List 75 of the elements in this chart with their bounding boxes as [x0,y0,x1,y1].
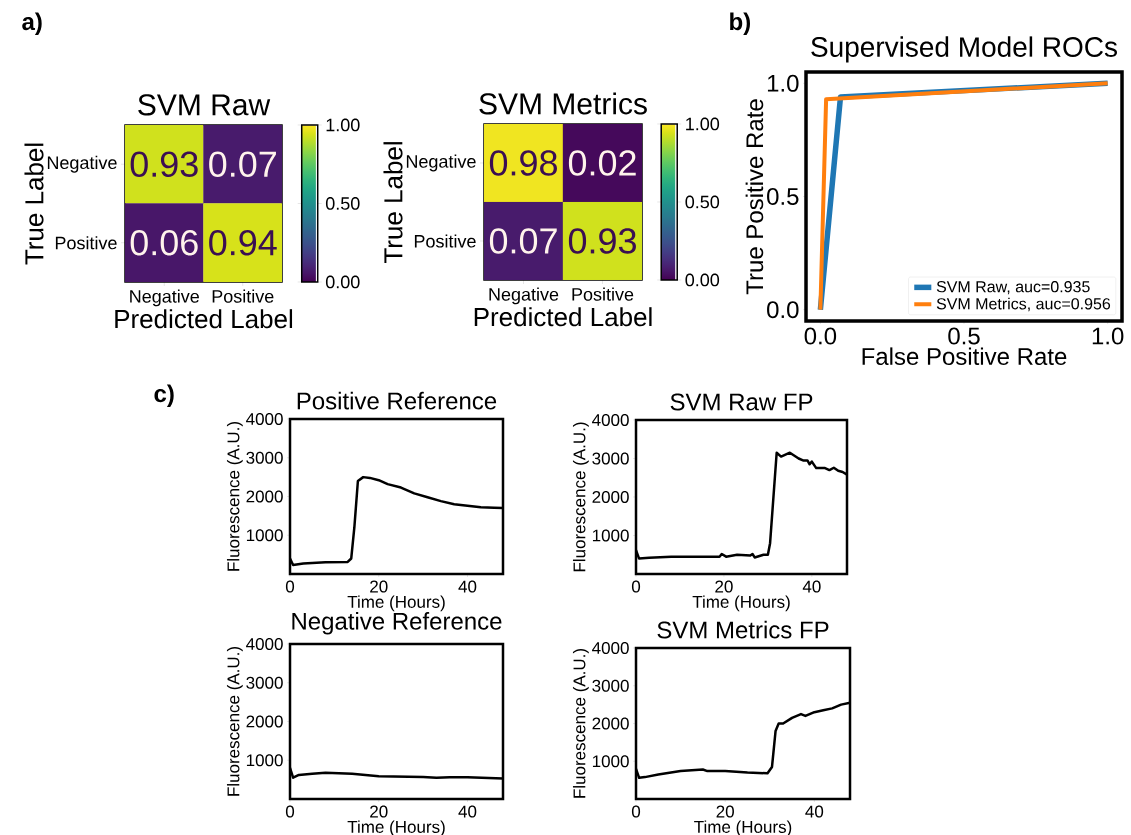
x-tick-label: 20 [715,580,733,593]
y-axis-title: True Label [383,142,403,264]
x-tick-label: Negative [130,289,199,307]
y-tick-label: 1000 [246,529,283,542]
y-tick-label: 1000 [592,529,629,542]
data-label: 0.07 [209,151,276,177]
x-tick-label: Negative [489,287,559,305]
data-label: 0.93 [130,151,198,177]
y-axis-title: Fluorescence (A.U.) [572,422,589,572]
color-bar-label: 1.00 [686,117,720,131]
chart-title: Supervised Model ROCs [811,36,1117,63]
y-tick-label: 3000 [592,452,629,465]
x-tick-label: 0 [285,805,295,818]
y-axis-title: Fluorescence (A.U.) [226,647,243,796]
y-tick-label: 3000 [246,676,283,689]
y-tick-label: 0.5 [767,188,799,205]
chart-title: Positive Reference [297,391,497,410]
chart-title: SVM Raw [138,94,271,116]
x-axis-title: Time (Hours) [347,595,445,612]
chart-title: SVM Metrics [479,92,647,115]
x-tick-label: 0.0 [804,327,837,345]
y-tick-label: 4000 [246,412,283,426]
color-bar-label: 1.00 [326,118,360,132]
y-tick-label: 4000 [246,637,283,651]
y-tick-label: 3000 [246,451,283,464]
data-label: 0.94 [209,230,277,256]
chart-title: SVM Metrics FP [657,620,829,639]
y-tick-label: 4000 [592,641,629,655]
color-bar-label: 0.50 [685,195,720,209]
x-tick-label: 20 [370,580,388,593]
y-tick-label: 2000 [592,717,629,730]
chart-title: SVM Raw FP [670,393,813,411]
text: a) [22,12,42,35]
text: c) [154,384,174,407]
data-label: 0.98 [489,150,557,176]
y-tick-label: 3000 [592,679,629,692]
y-tick-label: 1000 [246,754,283,767]
x-tick-label: 1.0 [1092,327,1124,345]
color-bar-label: 0.50 [325,197,360,210]
x-tick-label: 20 [716,805,734,818]
legend-label: SVM Raw, auc=0.935 [936,281,1090,295]
y-tick-label: 2000 [592,490,629,504]
y-tick-label: 2000 [246,490,283,503]
x-tick-label: Positive [212,289,274,303]
data-label: 0.07 [489,228,557,254]
x-axis-title: Predicted Label [474,307,652,327]
y-tick-label: 1.0 [767,74,799,92]
x-tick-label: 40 [458,580,477,593]
x-tick-label: 0 [631,580,641,593]
data-label: 0.06 [130,230,198,256]
y-axis-title: True Positive Rate [745,99,764,295]
x-tick-label: 40 [458,805,477,818]
y-tick-label: 2000 [246,715,283,728]
y-tick-label: 4000 [592,413,629,427]
y-axis-title: Fluorescence (A.U.) [226,422,243,571]
x-axis-title: Predicted Label [115,309,293,329]
y-axis-title: True Label [24,143,44,265]
x-tick-label: 0.5 [948,327,980,345]
color-bar-label: 0.00 [325,275,360,289]
x-axis-title: Time (Hours) [692,595,790,612]
y-tick-label: 1000 [592,755,629,768]
x-axis-title: False Positive Rate [862,347,1067,366]
x-tick-label: 0 [285,580,295,593]
x-tick-label: 0 [631,805,641,818]
y-tick-label: 0.0 [767,301,799,319]
legend-label: SVM Metrics, auc=0.956 [936,297,1111,312]
y-axis-title: Fluorescence (A.U.) [572,649,589,798]
x-tick-label: 40 [805,805,824,818]
text: b) [730,12,750,35]
color-bar-label: 0.00 [685,273,720,287]
x-tick-label: 20 [370,805,388,818]
x-tick-label: 40 [802,580,821,593]
data-label: 0.02 [568,150,636,176]
chart-title: Negative Reference [292,612,502,635]
data-label: 0.93 [568,228,636,254]
